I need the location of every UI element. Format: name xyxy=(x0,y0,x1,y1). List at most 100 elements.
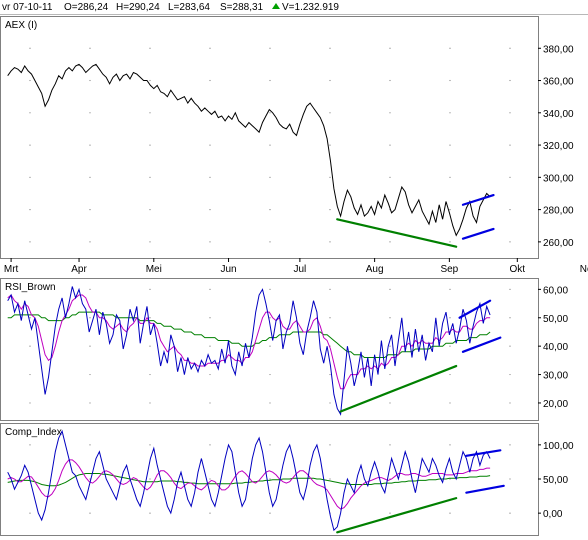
trendline xyxy=(336,497,458,534)
chart-title-comp: Comp_Index xyxy=(5,427,62,438)
grid-dot xyxy=(329,317,331,319)
y-tick-label: 260,00 xyxy=(543,238,574,249)
grid-dot xyxy=(449,79,451,82)
grid-dot xyxy=(329,176,331,178)
grid-dot xyxy=(29,79,31,82)
grid-dot xyxy=(389,79,391,82)
grid-dot xyxy=(89,402,91,404)
y-tick-label: 360,00 xyxy=(543,77,574,88)
y-tick-label: 280,00 xyxy=(543,206,574,217)
grid-dot xyxy=(389,444,391,446)
grid-dot xyxy=(509,144,511,146)
grid-dot xyxy=(449,176,451,178)
grid-dot xyxy=(449,144,451,146)
grid-dot xyxy=(29,176,31,178)
grid-dot xyxy=(89,345,91,347)
grid-dot xyxy=(389,176,391,178)
header-open: O=286,24 xyxy=(64,2,109,13)
header-settle: S=288,31 xyxy=(220,2,264,13)
grid-dot xyxy=(449,288,451,290)
grid-dot xyxy=(89,144,91,146)
grid-dot xyxy=(89,79,91,82)
grid-dot xyxy=(509,317,511,319)
grid-dot xyxy=(509,288,511,290)
grid-dot xyxy=(449,345,451,347)
grid-dot xyxy=(209,373,211,376)
grid-dot xyxy=(209,288,211,290)
y-tick-label: 60,00 xyxy=(543,285,568,296)
y-tick-label: 380,00 xyxy=(543,44,574,55)
triangle-up-icon xyxy=(272,3,280,9)
series-line xyxy=(7,473,491,487)
grid-dot xyxy=(29,373,31,376)
y-tick-label: 320,00 xyxy=(543,141,574,152)
trendline xyxy=(461,193,495,206)
grid-dot xyxy=(149,144,151,146)
grid-dot xyxy=(149,444,151,446)
grid-dot xyxy=(329,288,331,290)
grid-dot xyxy=(29,144,31,146)
grid-dot xyxy=(89,288,91,290)
trendline xyxy=(461,336,502,353)
grid-dot xyxy=(269,209,271,211)
header-volume: V=1.232.919 xyxy=(282,2,339,13)
grid-dot xyxy=(209,444,211,446)
grid-dot xyxy=(89,478,91,480)
grid-dot xyxy=(269,176,271,178)
series-line xyxy=(7,459,491,510)
grid-dot xyxy=(209,144,211,146)
grid-dot xyxy=(209,209,211,211)
grid-dot xyxy=(329,144,331,146)
grid-dot xyxy=(389,47,391,49)
grid-dot xyxy=(269,373,271,376)
grid-dot xyxy=(149,209,151,211)
panel-3: 0,00 50,00 100,00 Comp_Index xyxy=(0,423,574,536)
grid-dot xyxy=(89,317,91,319)
x-tick-label: Jul xyxy=(293,264,306,275)
grid-dot xyxy=(449,373,451,376)
grid-dot xyxy=(209,345,211,347)
grid-dot xyxy=(509,79,511,82)
grid-dot xyxy=(29,512,31,514)
grid-dot xyxy=(329,402,331,404)
grid-dot xyxy=(389,112,391,114)
y-tick-label: 40,00 xyxy=(543,342,568,353)
grid-dot xyxy=(89,209,91,211)
grid-dot xyxy=(149,478,151,480)
trendline xyxy=(339,364,458,413)
grid-dot xyxy=(509,345,511,347)
series-line xyxy=(7,286,491,416)
grid-dot xyxy=(449,402,451,404)
panel-frame xyxy=(0,278,539,421)
grid-dot xyxy=(149,402,151,404)
grid-dot xyxy=(269,478,271,480)
grid-dot xyxy=(509,444,511,446)
grid-dot xyxy=(149,176,151,178)
y-tick-label: 50,00 xyxy=(543,314,568,325)
grid-dot xyxy=(509,112,511,114)
series-line xyxy=(7,429,491,532)
y-tick-label: 50,00 xyxy=(543,475,568,486)
grid-dot xyxy=(509,209,511,211)
grid-dot xyxy=(329,373,331,376)
trendline xyxy=(465,449,502,457)
grid-dot xyxy=(149,373,151,376)
grid-dot xyxy=(389,288,391,290)
grid-dot xyxy=(509,478,511,480)
grid-dot xyxy=(269,241,271,243)
grid-dot xyxy=(269,79,271,82)
trendline xyxy=(461,227,495,240)
ohlc-header: vr 07-10-11 O=286,24 H=290,24 L=283,64 S… xyxy=(2,2,339,13)
trendline xyxy=(465,484,505,494)
grid-dot xyxy=(389,241,391,243)
grid-dot xyxy=(149,241,151,243)
grid-dot xyxy=(209,176,211,178)
grid-dot xyxy=(389,402,391,404)
x-tick-label: Mrt xyxy=(4,264,19,275)
grid-dot xyxy=(209,79,211,82)
grid-dot xyxy=(509,512,511,514)
grid-dot xyxy=(89,112,91,114)
grid-dot xyxy=(269,112,271,114)
x-tick-label: Nov xyxy=(580,264,588,275)
